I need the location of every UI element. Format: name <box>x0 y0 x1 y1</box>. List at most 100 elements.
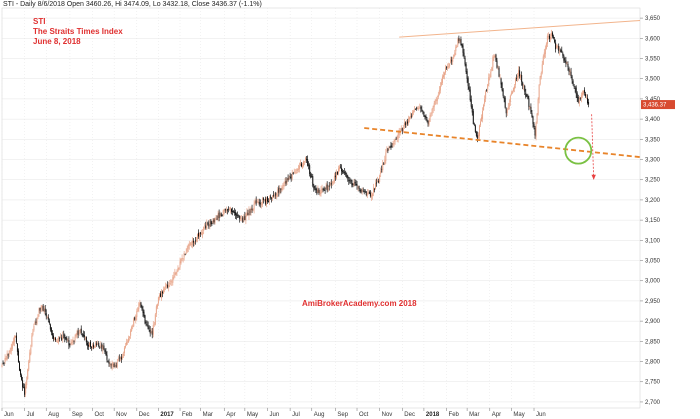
candle-body <box>564 60 566 62</box>
candle-body <box>303 161 305 166</box>
x-tick-label: Jun <box>269 412 279 418</box>
candle-body <box>75 334 77 337</box>
candle-body <box>243 216 245 221</box>
candle-body <box>72 339 74 342</box>
candle-body <box>172 277 174 283</box>
candle-body <box>73 341 75 342</box>
candle-body <box>5 358 7 360</box>
candle-body <box>346 174 348 178</box>
candle-body <box>497 68 499 70</box>
candle-body <box>418 107 420 110</box>
candle-body <box>108 362 110 364</box>
candle-body <box>455 46 457 52</box>
candle-body <box>571 76 573 81</box>
candle-body <box>129 336 131 338</box>
candle-body <box>584 94 586 97</box>
candle-body <box>562 53 564 56</box>
candle-body <box>532 116 534 124</box>
candle-body <box>41 305 43 308</box>
x-tick-label: Feb <box>449 412 460 418</box>
candle-body <box>521 74 523 82</box>
x-tick-label: 2017 <box>160 412 174 418</box>
candle-body <box>518 69 520 77</box>
candle-body <box>193 242 195 244</box>
y-tick-label: 2,950 <box>645 299 661 305</box>
candle-body <box>511 91 513 94</box>
candle-body <box>109 364 111 366</box>
candle-body <box>293 171 295 174</box>
candle-body <box>437 94 439 97</box>
candle-body <box>404 122 406 126</box>
candle-body <box>548 35 550 39</box>
candle-body <box>436 98 438 102</box>
x-tick-label: 2018 <box>426 412 440 418</box>
candle-body <box>257 201 259 203</box>
candle-body <box>148 327 150 329</box>
candle-body <box>315 188 317 191</box>
candle-body <box>67 340 69 341</box>
candle-body <box>535 122 537 137</box>
candle-body <box>157 297 159 304</box>
candle-body <box>339 166 341 170</box>
candle-body <box>83 334 85 338</box>
candle-body <box>254 201 256 204</box>
candle-body <box>149 330 151 334</box>
y-tick-label: 3,050 <box>645 259 661 265</box>
candle-body <box>187 244 189 249</box>
y-tick-label: 3,150 <box>645 218 661 224</box>
candle-body <box>248 210 250 216</box>
candle-body <box>544 48 546 55</box>
candle-body <box>547 36 549 37</box>
candle-body <box>89 341 91 347</box>
candle-body <box>467 78 469 86</box>
candle-body <box>334 175 336 178</box>
support-trendline <box>364 127 641 158</box>
candle-body <box>445 67 447 73</box>
candle-body <box>582 91 584 95</box>
candle-body <box>127 341 129 343</box>
candle-body <box>510 92 512 95</box>
candle-body <box>522 82 524 86</box>
candle-body <box>258 202 260 204</box>
plot-frame <box>1 7 641 409</box>
candle-body <box>171 281 173 283</box>
candle-body <box>433 103 435 108</box>
candle-body <box>269 197 271 202</box>
candle-body <box>281 186 283 191</box>
candle-body <box>29 352 31 362</box>
candle-body <box>583 89 585 93</box>
candle-body <box>431 108 433 114</box>
candle-body <box>285 181 287 184</box>
candle-body <box>401 128 403 131</box>
candle-body <box>256 201 258 203</box>
candle-body <box>350 180 352 182</box>
x-tick-label: Aug <box>314 412 325 418</box>
candle-body <box>215 218 217 220</box>
candle-body <box>563 55 565 61</box>
candle-body <box>531 113 533 117</box>
candle-body <box>558 45 560 51</box>
candle-body <box>549 37 551 40</box>
candle-body <box>291 173 293 179</box>
candle-body <box>476 135 478 139</box>
candle-body <box>585 97 587 99</box>
candle-body <box>400 128 402 130</box>
candle-body <box>121 356 123 359</box>
candle-body <box>91 346 93 348</box>
candle-body <box>266 196 268 202</box>
candle-body <box>471 105 473 113</box>
candle-body <box>460 39 462 46</box>
candle-body <box>578 98 580 104</box>
candle-body <box>212 219 214 223</box>
y-tick-label: 2,800 <box>645 360 661 366</box>
x-tick-label: May <box>513 412 524 418</box>
candle-body <box>540 73 542 78</box>
y-tick-label: 3,300 <box>645 158 661 164</box>
y-tick-label: 2,900 <box>645 319 661 325</box>
candle-body <box>484 98 486 104</box>
candle-body <box>198 232 200 237</box>
candle-body <box>331 181 333 184</box>
candle-body <box>530 106 532 113</box>
candle-body <box>333 176 335 183</box>
